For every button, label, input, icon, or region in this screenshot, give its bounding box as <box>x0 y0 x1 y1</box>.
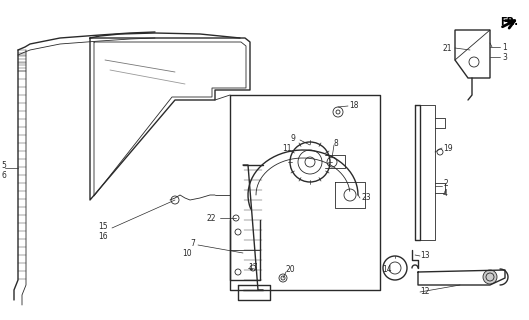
Text: 11: 11 <box>282 143 292 153</box>
Text: 4: 4 <box>443 188 448 197</box>
Text: 9: 9 <box>290 133 295 142</box>
Text: 6: 6 <box>1 171 6 180</box>
Circle shape <box>483 270 497 284</box>
Text: FR.: FR. <box>500 17 518 27</box>
Text: 23: 23 <box>362 193 372 202</box>
Text: 21: 21 <box>442 44 452 52</box>
Text: 16: 16 <box>98 231 108 241</box>
Text: 20: 20 <box>286 266 296 275</box>
Text: 1: 1 <box>502 43 507 52</box>
Text: 17: 17 <box>248 263 258 273</box>
Text: 10: 10 <box>183 249 192 258</box>
Text: 12: 12 <box>420 287 430 297</box>
Text: 2: 2 <box>443 179 448 188</box>
Text: 3: 3 <box>502 52 507 61</box>
Text: 8: 8 <box>334 139 339 148</box>
Text: 13: 13 <box>420 251 430 260</box>
Text: 7: 7 <box>190 238 195 247</box>
Text: 18: 18 <box>349 100 359 109</box>
Text: 22: 22 <box>206 213 216 222</box>
Text: 5: 5 <box>1 161 6 170</box>
Text: 15: 15 <box>98 221 108 230</box>
Text: 14: 14 <box>382 266 392 275</box>
Text: 19: 19 <box>443 143 453 153</box>
